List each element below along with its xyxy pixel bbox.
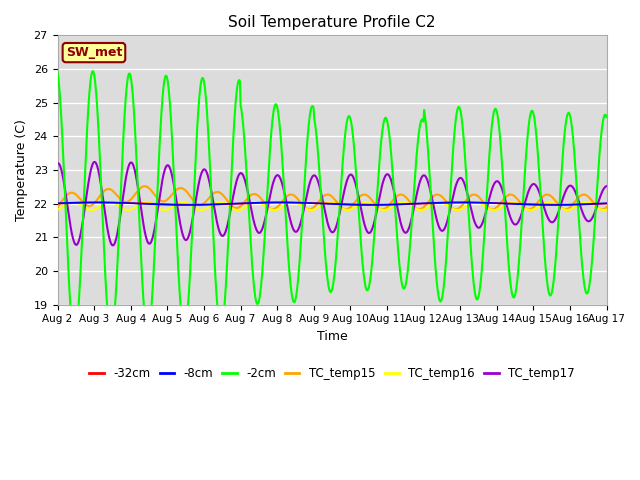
Y-axis label: Temperature (C): Temperature (C) [15,119,28,221]
Legend: -32cm, -8cm, -2cm, TC_temp15, TC_temp16, TC_temp17: -32cm, -8cm, -2cm, TC_temp15, TC_temp16,… [84,362,579,385]
Title: Soil Temperature Profile C2: Soil Temperature Profile C2 [228,15,436,30]
X-axis label: Time: Time [317,330,348,343]
Text: SW_met: SW_met [66,46,122,59]
